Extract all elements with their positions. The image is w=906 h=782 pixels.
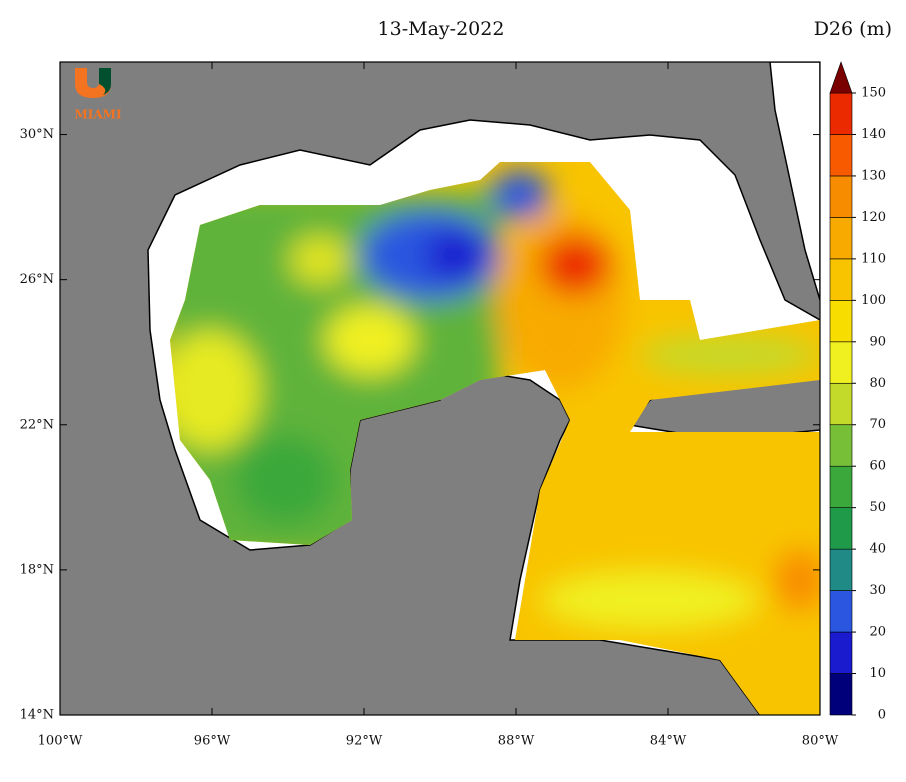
colorbar-extend: [829, 61, 853, 94]
colorbar-band: [829, 92, 853, 135]
colorbar-tick-label: 150: [861, 86, 886, 101]
colorbar-tick-label: 10: [869, 666, 886, 681]
colorbar-band: [829, 341, 853, 384]
lat-tick-label: 26°N: [20, 272, 54, 287]
colorbar-band: [829, 548, 853, 591]
colorbar-tick-label: 80: [869, 376, 886, 391]
lat-tick-label: 22°N: [20, 417, 54, 432]
colorbar-tick-label: 60: [869, 459, 886, 474]
colorbar-band: [829, 424, 853, 467]
units-label: D26 (m): [814, 18, 892, 40]
colorbar-band: [829, 300, 853, 343]
map-title: 13-May-2022: [378, 18, 505, 40]
colorbar-band: [829, 382, 853, 426]
colorbar-tick-label: 120: [861, 210, 886, 225]
colorbar-band: [829, 631, 853, 674]
colorbar-band: [829, 175, 853, 218]
colorbar-tick-label: 130: [861, 168, 886, 183]
logo-text: MIAMI: [74, 108, 121, 122]
logo: MIAMI: [74, 68, 122, 122]
colorbar-tick-label: 90: [869, 334, 886, 349]
logo-u-shade: [99, 68, 111, 95]
colorbar-band: [829, 217, 853, 260]
colorbar-band: [829, 134, 853, 177]
lon-tick-label: 96°W: [194, 734, 231, 749]
colorbar-band: [829, 258, 853, 301]
colorbar-tick-label: 110: [861, 251, 886, 266]
colorbar: 0 10 20 30 40 50 60 70 80 90 100 110 120 130 140 150: [829, 61, 886, 723]
lon-tick-label: 100°W: [38, 734, 83, 749]
colorbar-band: [829, 673, 853, 716]
colorbar-tick-label: 140: [861, 127, 886, 142]
lat-tick-label: 18°N: [20, 562, 54, 577]
colorbar-band: [829, 507, 853, 550]
lat-tick-label: 14°N: [20, 708, 54, 723]
atlantic: [769, 62, 820, 301]
lon-tick-label: 80°W: [802, 734, 839, 749]
colorbar-band: [829, 590, 853, 633]
colorbar-tick-label: 40: [869, 542, 886, 557]
colorbar-tick-label: 0: [878, 708, 886, 723]
axes: 100°W 96°W 92°W 88°W 84°W 80°W 14°N 18°N 22°N 26°…: [20, 62, 839, 749]
lat-tick-label: 30°N: [20, 127, 54, 142]
colorbar-tick-label: 100: [861, 293, 886, 308]
lon-tick-label: 92°W: [346, 734, 383, 749]
colorbar-tick-label: 20: [869, 625, 886, 640]
colorbar-tick-label: 70: [869, 417, 886, 432]
colorbar-tick-label: 50: [869, 500, 886, 515]
map-area: [60, 62, 820, 715]
map-frame: [59, 61, 821, 716]
lon-tick-label: 88°W: [498, 734, 535, 749]
colorbar-tick-label: 30: [869, 583, 886, 598]
colorbar-band: [829, 465, 853, 508]
lon-tick-label: 84°W: [650, 734, 687, 749]
